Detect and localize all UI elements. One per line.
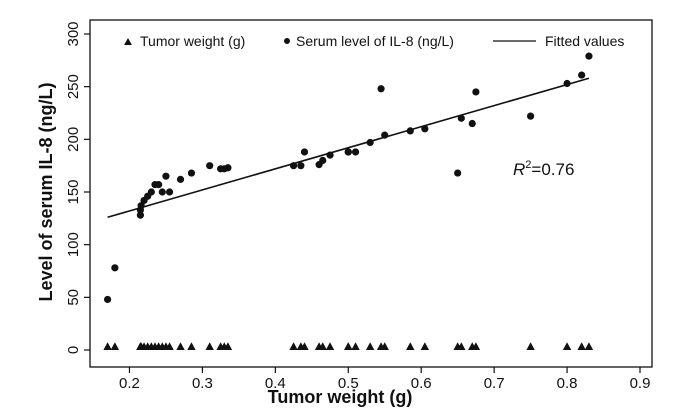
tumor-weight-point: [187, 342, 196, 351]
tumor-weight-point: [380, 342, 389, 351]
legend-triangle-marker: [124, 38, 132, 45]
serum-il8-point: [585, 52, 593, 60]
plot-frame: [89, 19, 653, 368]
tumor-weight-point: [300, 342, 309, 351]
serum-il8-point: [457, 114, 465, 122]
serum-il8-point: [406, 127, 414, 135]
tumor-weight-point: [176, 342, 185, 351]
serum-il8-point: [147, 188, 155, 196]
serum-il8-point: [300, 148, 309, 156]
serum-il8-point: [103, 295, 112, 304]
serum-il8-point: [297, 162, 305, 170]
tumor-weight-point: [344, 342, 353, 351]
tumor-weight-point: [406, 342, 415, 351]
x-axis-title: Tumor weight (g): [268, 387, 413, 407]
serum-il8-point: [158, 188, 166, 196]
tumor-weight-point: [165, 342, 174, 351]
serum-il8-series: [103, 52, 593, 304]
tumor-weight-point: [471, 342, 481, 351]
serum-il8-point: [563, 79, 571, 88]
x-tick-label: 0.4: [265, 375, 286, 392]
r-squared-value: =0.76: [531, 160, 574, 179]
tumor-weight-point: [584, 342, 594, 351]
x-tick-label: 0.6: [411, 375, 432, 392]
serum-il8-point: [176, 175, 185, 183]
legend-label-serum-il8: Serum level of IL-8 (ng/L): [296, 33, 454, 49]
tumor-weight-point: [110, 342, 120, 351]
tumor-weight-point: [318, 342, 327, 351]
y-axis: 0 50 100 150 200 250 300: [65, 21, 90, 354]
serum-il8-point: [377, 85, 385, 93]
tumor-weight-point: [325, 342, 335, 351]
tumor-weight-point: [577, 342, 586, 351]
serum-il8-point: [351, 148, 360, 156]
serum-il8-point: [319, 156, 327, 164]
tumor-weight-point: [420, 342, 430, 351]
tumor-weight-point: [457, 342, 466, 351]
serum-il8-point: [165, 188, 174, 196]
tumor-weight-point: [289, 342, 298, 351]
serum-il8-point: [162, 172, 170, 180]
serum-il8-point: [111, 264, 119, 272]
serum-il8-point: [137, 202, 145, 210]
tumor-weight-point: [205, 342, 214, 351]
tumor-weight-point: [365, 342, 375, 351]
legend-circle-marker: [284, 38, 290, 44]
serum-il8-point: [472, 88, 480, 96]
x-tick-label: 0.7: [484, 375, 505, 392]
legend-label-fitted-values: Fitted values: [545, 33, 624, 49]
tumor-weight-point: [526, 342, 535, 351]
x-tick-label: 0.5: [338, 375, 359, 392]
x-tick-label: 0.3: [192, 375, 213, 392]
y-tick-label: 0: [65, 346, 82, 354]
tumor-weight-series: [103, 342, 594, 351]
serum-il8-point: [187, 169, 196, 177]
y-tick-label: 300: [65, 21, 82, 46]
r-squared-letter: R: [513, 160, 525, 179]
serum-il8-point: [468, 119, 476, 128]
serum-il8-point: [136, 211, 145, 219]
serum-il8-point: [206, 162, 214, 170]
y-tick-label: 200: [65, 127, 82, 152]
r-squared-superscript: 2: [525, 159, 531, 171]
legend-label-tumor-weight: Tumor weight (g): [140, 33, 245, 49]
x-tick-label: 0.9: [630, 375, 651, 392]
tumor-weight-point: [223, 342, 233, 351]
tumor-weight-point: [562, 342, 572, 351]
serum-il8-point: [224, 164, 232, 172]
serum-il8-point: [421, 125, 429, 133]
r-squared-annotation: R2=0.76: [513, 159, 574, 179]
x-tick-label: 0.8: [557, 375, 578, 392]
y-tick-label: 250: [65, 74, 82, 99]
serum-il8-point: [289, 162, 298, 170]
legend: Tumor weight (g) Serum level of IL-8 (ng…: [124, 33, 624, 49]
tumor-weight-point: [351, 342, 360, 351]
y-axis-title: Level of serum IL-8 (ng/L): [36, 82, 56, 301]
fitted-line: [107, 77, 590, 219]
serum-il8-point: [155, 181, 163, 189]
y-tick-label: 150: [65, 179, 82, 204]
serum-il8-point: [326, 151, 334, 159]
serum-il8-point: [527, 112, 535, 120]
fitted-line-series: [107, 77, 590, 219]
serum-il8-point: [381, 131, 389, 139]
serum-il8-point: [366, 138, 374, 147]
tumor-weight-point: [103, 342, 112, 351]
x-axis: 0.2 0.3 0.4 0.5 0.6 0.7 0.8 0.9: [119, 367, 650, 392]
serum-il8-point: [344, 148, 352, 156]
serum-il8-point: [454, 169, 462, 177]
y-tick-label: 50: [65, 289, 82, 306]
serum-il8-point: [578, 71, 586, 79]
x-tick-label: 0.2: [119, 375, 140, 392]
y-tick-label: 100: [65, 232, 82, 257]
